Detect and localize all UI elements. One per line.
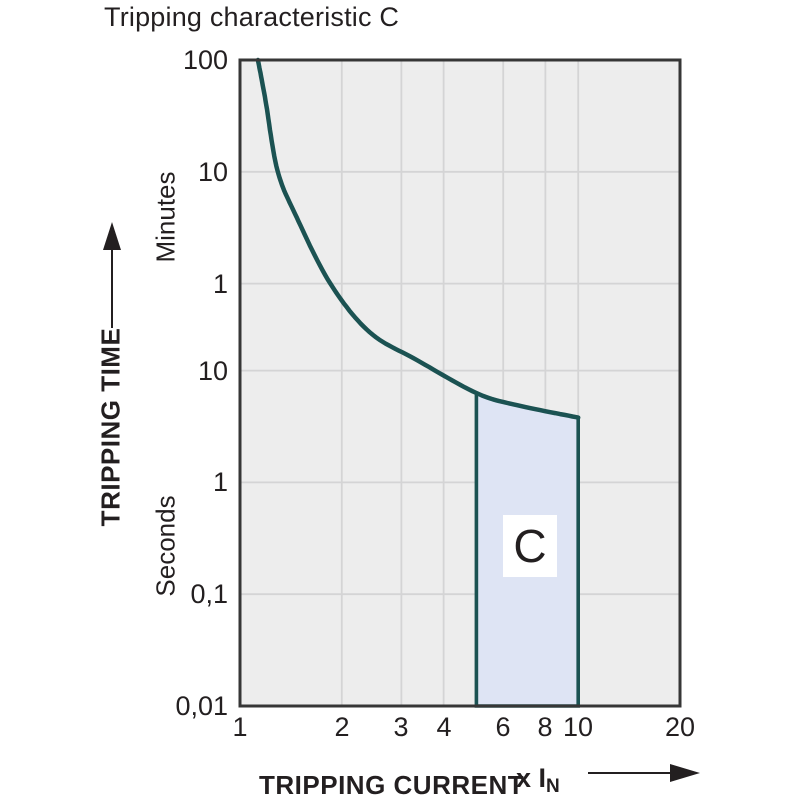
x-tick-label: 1 xyxy=(232,712,248,742)
y-tick-label: 10 xyxy=(197,356,228,386)
y-tick-label: 1 xyxy=(212,269,228,299)
x-tick-label: 10 xyxy=(562,712,594,742)
y-tick-label: 10 xyxy=(197,157,228,187)
x-tick-label: 4 xyxy=(436,712,452,742)
x-axis-unit-text: x I xyxy=(516,763,547,793)
y-axis-title: TRIPPING TIME xyxy=(95,327,126,527)
right-arrow-icon xyxy=(588,764,700,782)
y-tick-label: 1 xyxy=(212,467,228,497)
x-tick-label: 3 xyxy=(393,712,409,742)
x-axis-title: TRIPPING CURRENT xyxy=(259,770,525,800)
x-tick-label: 20 xyxy=(664,712,696,742)
x-tick-label: 2 xyxy=(334,712,350,742)
y-tick-label: 0,01 xyxy=(175,691,228,721)
plot-frame xyxy=(238,58,682,708)
x-axis-unit-subscript: N xyxy=(546,776,560,797)
y-tick-label: 100 xyxy=(182,45,228,75)
tripping-curve xyxy=(255,57,581,420)
x-tick-label: 6 xyxy=(495,712,511,742)
region-c-label: C xyxy=(503,515,557,577)
x-tick-label: 8 xyxy=(537,712,553,742)
y-axis-unit-minutes: Minutes xyxy=(150,171,181,263)
grid-lines xyxy=(240,60,680,706)
up-arrow-icon xyxy=(103,222,121,328)
x-axis-unit: x IN xyxy=(516,763,560,797)
chart-title: Tripping characteristic C xyxy=(104,2,400,32)
y-tick-label: 0,1 xyxy=(190,579,228,609)
y-axis-unit-seconds: Seconds xyxy=(150,495,181,597)
